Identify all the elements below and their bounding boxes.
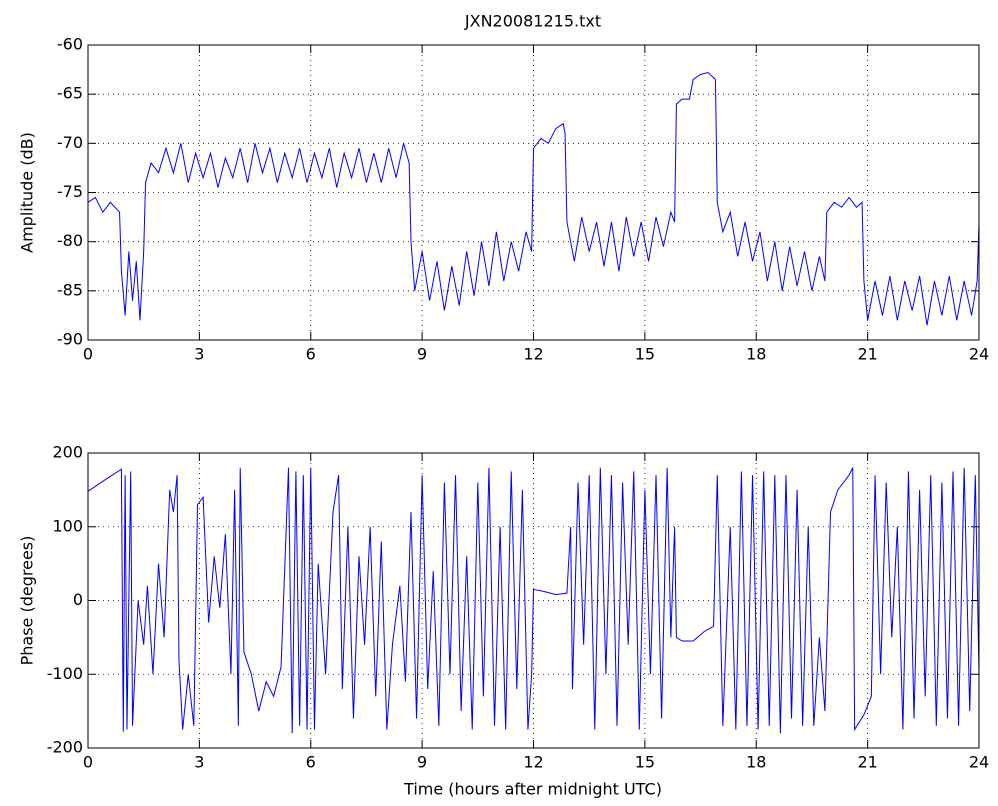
data-line	[87, 71, 980, 326]
x-tick-label: 0	[83, 345, 93, 364]
y-tick-label: -80	[57, 231, 83, 250]
y-tick-label: -70	[57, 133, 83, 152]
x-tick-label: 12	[523, 753, 543, 772]
x-tick-label: 18	[746, 345, 766, 364]
x-tick-label: 15	[635, 345, 655, 364]
y-tick-label: -200	[47, 738, 83, 757]
y-axis-label: Phase (degrees)	[18, 536, 37, 666]
x-tick-label: 21	[857, 345, 877, 364]
x-tick-label: 6	[306, 345, 316, 364]
x-tick-label: 9	[417, 753, 427, 772]
y-tick-label: -75	[57, 182, 83, 201]
y-tick-label: 100	[52, 516, 83, 535]
x-tick-label: 18	[746, 753, 766, 772]
y-tick-label: -85	[57, 280, 83, 299]
y-tick-label: -65	[57, 84, 83, 103]
axes-box	[87, 44, 980, 341]
y-tick-label: -60	[57, 35, 83, 54]
x-tick-label: 6	[306, 753, 316, 772]
x-tick-label: 12	[523, 345, 543, 364]
data-line	[87, 467, 980, 734]
y-tick-label: 0	[73, 590, 83, 609]
y-axis-label: Amplitude (dB)	[18, 132, 37, 253]
x-tick-label: 3	[194, 753, 204, 772]
y-tick-label: -90	[57, 330, 83, 349]
y-tick-label: -100	[47, 664, 83, 683]
chart-title: JXN20081215.txt	[464, 12, 601, 31]
y-tick-label: 200	[52, 443, 83, 462]
x-tick-label: 21	[857, 753, 877, 772]
x-axis-label: Time (hours after midnight UTC)	[403, 780, 662, 799]
x-tick-label: 24	[969, 345, 989, 364]
x-tick-label: 15	[635, 753, 655, 772]
x-tick-label: 0	[83, 753, 93, 772]
axes-box	[87, 452, 980, 749]
x-tick-label: 24	[969, 753, 989, 772]
x-tick-label: 9	[417, 345, 427, 364]
x-tick-label: 3	[194, 345, 204, 364]
